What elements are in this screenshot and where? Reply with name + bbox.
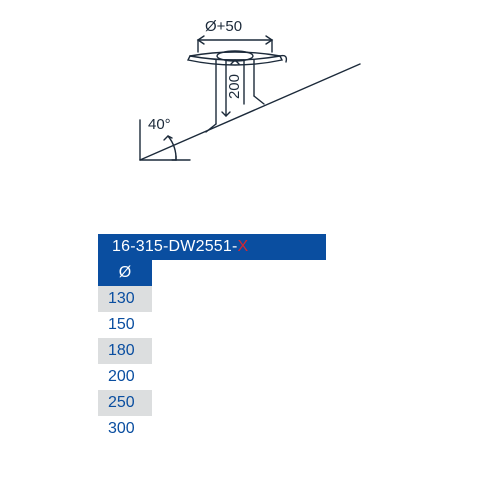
part-number-header: 16-315-DW2551-X bbox=[98, 234, 326, 260]
angle-label: 40° bbox=[148, 116, 171, 133]
diameter-value-row: 130 bbox=[98, 286, 152, 312]
diameter-value-row: 150 bbox=[98, 312, 152, 338]
part-number-base: 16-315-DW2551- bbox=[112, 238, 238, 256]
page: { "diagram": { "type": "technical-drawin… bbox=[0, 0, 500, 500]
diameter-value-row: 200 bbox=[98, 364, 152, 390]
spec-table: 16-315-DW2551-X Ø 130150180200250300 bbox=[98, 234, 326, 442]
diameter-column-header: Ø bbox=[98, 260, 152, 286]
top-dimension-label: Ø+50 bbox=[205, 18, 242, 35]
diameter-value-row: 300 bbox=[98, 416, 152, 442]
part-number-suffix: X bbox=[238, 238, 249, 256]
diameter-symbol: Ø bbox=[119, 264, 131, 282]
diameter-value-row: 250 bbox=[98, 390, 152, 416]
diameter-value-row: 180 bbox=[98, 338, 152, 364]
height-label: 200 bbox=[226, 74, 243, 99]
